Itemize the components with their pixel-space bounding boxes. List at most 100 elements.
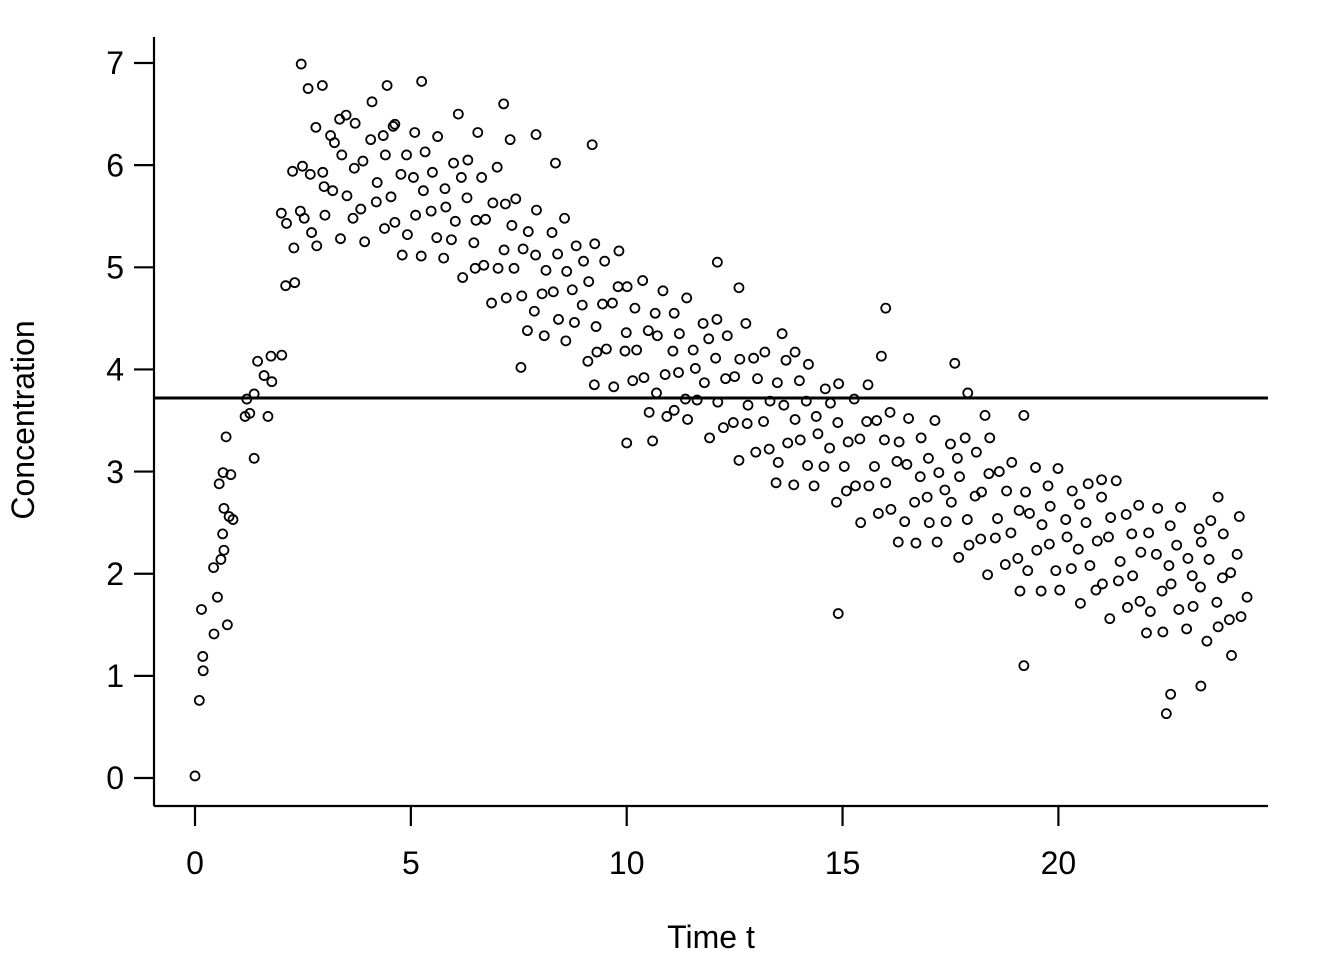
data-point [720, 373, 731, 385]
data-point [893, 436, 905, 448]
data-point [961, 514, 973, 525]
data-point [599, 255, 611, 267]
data-point [276, 349, 288, 361]
y-tick-label: 0 [106, 760, 124, 796]
data-point [1182, 552, 1194, 564]
data-point [371, 177, 383, 188]
data-point [949, 357, 961, 369]
data-point [431, 232, 443, 244]
data-point [498, 244, 510, 256]
data-point [780, 354, 792, 366]
data-point [1097, 578, 1108, 590]
data-point [903, 413, 915, 424]
data-point [992, 513, 1003, 524]
data-point [248, 388, 260, 400]
data-point [1211, 596, 1223, 608]
data-point [885, 503, 897, 515]
data-point [819, 383, 831, 395]
data-point [793, 375, 805, 387]
data-point [621, 437, 633, 449]
data-point [712, 396, 724, 408]
data-point [680, 393, 691, 405]
data-point [357, 155, 369, 167]
data-point [196, 604, 207, 615]
data-point [438, 252, 450, 264]
data-point [832, 417, 844, 428]
data-point [536, 288, 548, 300]
data-point [218, 544, 230, 556]
data-point [954, 471, 965, 483]
data-point [711, 256, 723, 268]
data-point [945, 438, 956, 450]
y-axis-title: Concentration [5, 320, 41, 519]
data-point [538, 330, 550, 342]
data-point [212, 591, 223, 603]
data-point [742, 399, 754, 411]
data-point [901, 459, 913, 470]
data-point [750, 446, 762, 458]
data-point [1201, 635, 1213, 647]
data-point [613, 245, 625, 257]
data-point [979, 410, 991, 421]
data-point [789, 346, 801, 358]
data-point [1075, 597, 1086, 609]
data-point [258, 370, 270, 381]
data-point [1082, 478, 1094, 490]
data-point [419, 146, 431, 158]
data-point [884, 406, 896, 418]
data-point [218, 502, 230, 514]
data-point [871, 415, 883, 426]
data-point [1126, 528, 1138, 540]
data-point [566, 284, 578, 296]
data-point [318, 181, 330, 193]
x-tick-label: 5 [402, 845, 420, 881]
data-point [733, 282, 745, 294]
data-point [770, 477, 782, 489]
data-point [668, 404, 680, 416]
data-point [1235, 611, 1247, 623]
data-point [377, 130, 389, 141]
data-point [1233, 511, 1245, 522]
data-point [193, 694, 205, 706]
x-tick-label: 15 [825, 845, 861, 881]
data-point [1150, 548, 1162, 560]
data-point [517, 243, 529, 255]
data-point [499, 198, 511, 210]
data-point [208, 628, 220, 640]
data-point [772, 456, 784, 468]
data-point [880, 477, 892, 489]
data-point [311, 240, 323, 252]
data-point [540, 264, 552, 276]
data-point [1096, 474, 1107, 486]
data-point [1013, 504, 1025, 516]
data-point [570, 240, 582, 252]
data-point [275, 207, 287, 219]
data-point [891, 455, 903, 467]
data-point [244, 407, 256, 419]
data-point [1114, 556, 1126, 567]
data-point [1160, 708, 1172, 720]
data-point [462, 154, 474, 166]
data-point [1205, 515, 1217, 527]
data-point [480, 213, 491, 225]
data-point [629, 302, 641, 314]
data-point [1203, 554, 1215, 565]
data-point [241, 393, 253, 405]
data-point [327, 185, 339, 197]
y-tick-label: 1 [106, 658, 124, 694]
data-point [1024, 508, 1035, 519]
data-point [522, 226, 534, 237]
data-point [552, 248, 564, 260]
data-point [547, 286, 559, 298]
data-point [1074, 498, 1085, 510]
data-point [492, 262, 504, 274]
data-point [661, 411, 673, 422]
data-point [682, 414, 693, 425]
data-point [449, 215, 461, 227]
data-point [359, 236, 371, 248]
data-point [316, 80, 328, 91]
data-point [668, 307, 680, 319]
data-point [929, 415, 941, 426]
data-point [597, 298, 608, 310]
